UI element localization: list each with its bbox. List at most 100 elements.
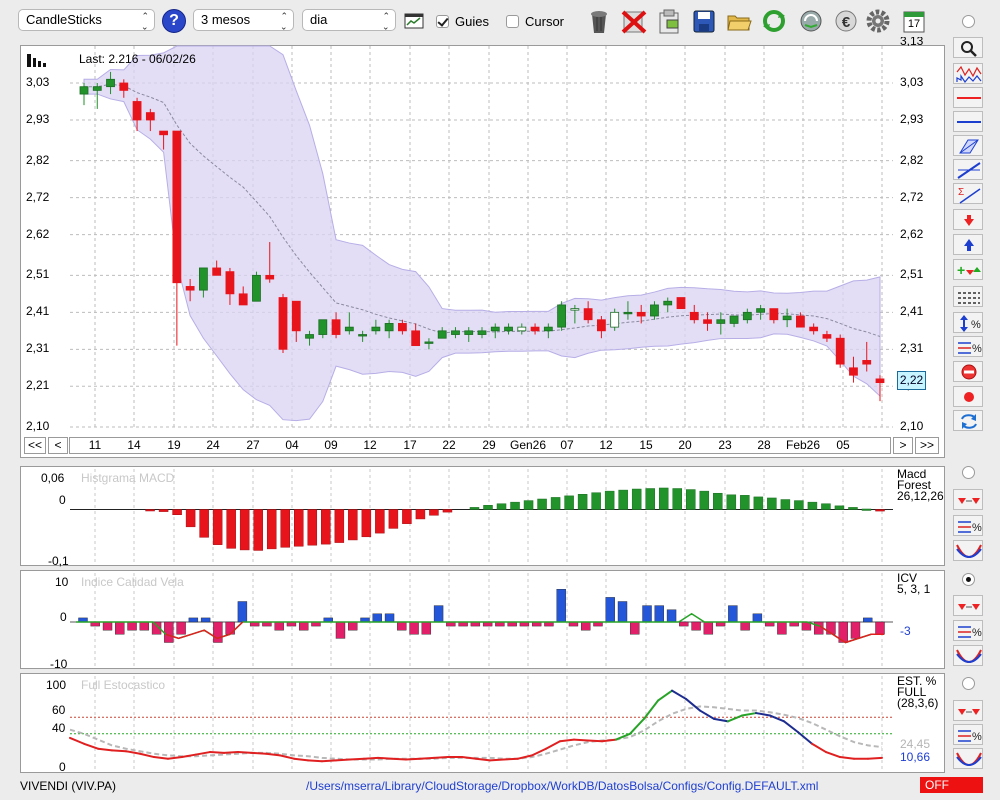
macd-curve-icon[interactable] — [953, 540, 983, 561]
icv-bar — [139, 621, 150, 631]
cursor-checkbox[interactable] — [506, 15, 519, 28]
red-hline-icon[interactable] — [953, 87, 983, 108]
macd-bar — [226, 509, 236, 549]
icv-bar — [752, 613, 763, 623]
macd-bar — [280, 509, 290, 548]
add-indicator-icon[interactable]: + — [953, 259, 983, 280]
macd-arrows-icon[interactable] — [953, 489, 983, 510]
y-tick-left: 2,72 — [26, 189, 50, 204]
stoch-k-segment — [111, 749, 127, 753]
panel-radio-stoch[interactable] — [962, 677, 975, 690]
calendar-icon[interactable]: 17 — [900, 6, 928, 36]
candle — [411, 330, 421, 347]
chart-series-icon[interactable] — [953, 63, 983, 84]
macd-bar — [550, 497, 561, 510]
config-path-link[interactable]: /Users/mserra/Library/CloudStorage/Dropb… — [306, 779, 819, 793]
icv-chart[interactable] — [0, 570, 1000, 670]
fibonacci-icon[interactable] — [953, 135, 983, 156]
x-tick-label: 04 — [285, 438, 299, 452]
stoch-d-value: 24,45 — [900, 737, 931, 751]
trash-icon[interactable] — [585, 6, 613, 36]
icv-percent-icon[interactable]: % — [953, 620, 983, 641]
macd-chart[interactable] — [0, 466, 1000, 566]
clipboard-icon[interactable] — [655, 6, 683, 36]
stochastic-chart[interactable] — [0, 673, 1000, 773]
percent-range-icon[interactable]: % — [953, 312, 983, 333]
interval-select[interactable]: dia ⌃ ⌃ — [302, 9, 396, 31]
panel-radio-main[interactable] — [962, 15, 975, 28]
candle — [252, 274, 261, 302]
swap-icon[interactable] — [953, 410, 983, 431]
down-arrow-icon[interactable] — [953, 209, 983, 230]
up-arrow-icon[interactable] — [953, 234, 983, 255]
help-icon[interactable]: ? — [162, 9, 186, 33]
macd-percent-icon[interactable]: % — [953, 515, 983, 536]
candle — [849, 367, 858, 376]
candle — [265, 274, 275, 280]
blue-hline-icon[interactable] — [953, 111, 983, 132]
y-tick-right: 2,31 — [900, 341, 924, 356]
x-tick-label: 19 — [167, 438, 181, 452]
zoom-icon[interactable] — [953, 37, 983, 58]
chart-type-select[interactable]: CandleSticks ⌃ ⌃ — [18, 9, 155, 31]
macd-bar — [523, 500, 534, 510]
percent-lines-icon[interactable]: % — [953, 336, 983, 357]
stoch-k-segment — [139, 752, 155, 759]
icv-bar — [777, 621, 787, 635]
gear-icon[interactable] — [864, 6, 892, 36]
stoch-k-segment — [405, 757, 421, 761]
date-scroll-bar[interactable] — [69, 437, 891, 454]
grid-lines-icon[interactable] — [953, 286, 983, 307]
stoch-k-segment — [755, 712, 771, 717]
stoch-curve-icon[interactable] — [953, 748, 983, 769]
icv-bar — [274, 621, 284, 631]
x-tick-label: 07 — [560, 438, 574, 452]
refresh-icon[interactable] — [760, 6, 788, 36]
guides-checkbox[interactable] — [436, 15, 449, 28]
x-tick-label: 15 — [639, 438, 653, 452]
icv-bar — [164, 621, 174, 643]
bars-icon[interactable] — [27, 51, 49, 67]
panel-radio-icv[interactable] — [962, 573, 975, 586]
prev-page-button[interactable]: < — [48, 437, 68, 454]
next-page-button[interactable]: > — [893, 437, 913, 454]
svg-text:€: € — [842, 14, 851, 31]
stoch-k-segment — [363, 756, 379, 760]
trendline-icon[interactable] — [953, 159, 983, 180]
svg-text:%: % — [972, 522, 982, 534]
stoch-k-segment — [377, 756, 393, 760]
last-page-button[interactable]: >> — [915, 437, 939, 454]
candle — [358, 334, 368, 337]
sigma-line-icon[interactable]: Σ — [953, 183, 983, 204]
candle — [835, 337, 845, 365]
delete-icon[interactable] — [620, 6, 648, 36]
first-page-button[interactable]: << — [24, 437, 46, 454]
no-entry-icon[interactable] — [953, 361, 983, 382]
candlestick-chart[interactable] — [0, 0, 1000, 460]
icv-arrows-icon[interactable] — [953, 595, 983, 616]
icv-line-negative — [165, 621, 884, 644]
folder-open-icon[interactable] — [725, 6, 753, 36]
icv-bar — [433, 605, 444, 623]
record-icon[interactable] — [953, 386, 983, 407]
x-tick-label: Feb26 — [785, 438, 821, 452]
candle — [822, 334, 832, 339]
stoch-title: Full Estocastico — [81, 678, 166, 692]
macd-bar — [212, 509, 223, 545]
table-icon[interactable] — [404, 12, 424, 30]
save-icon[interactable] — [690, 6, 718, 36]
stoch-arrows-icon[interactable] — [953, 700, 983, 721]
sync-icon[interactable] — [797, 6, 825, 36]
status-off-badge[interactable]: OFF — [920, 777, 983, 793]
icv-label-line2: 5, 3, 1 — [897, 582, 931, 596]
period-select[interactable]: 3 mesos ⌃ ⌃ — [193, 9, 294, 31]
stoch-percent-icon[interactable]: % — [953, 724, 983, 745]
icv-curve-icon[interactable] — [953, 645, 983, 666]
icv-y-zero: 0 — [60, 610, 67, 624]
panel-radio-macd[interactable] — [962, 466, 975, 479]
y-tick-left: 2,41 — [26, 304, 50, 319]
stoch-k-segment — [321, 759, 337, 763]
stoch-k-segment — [545, 740, 561, 750]
candle — [875, 378, 885, 384]
euro-icon[interactable]: € — [832, 6, 860, 36]
